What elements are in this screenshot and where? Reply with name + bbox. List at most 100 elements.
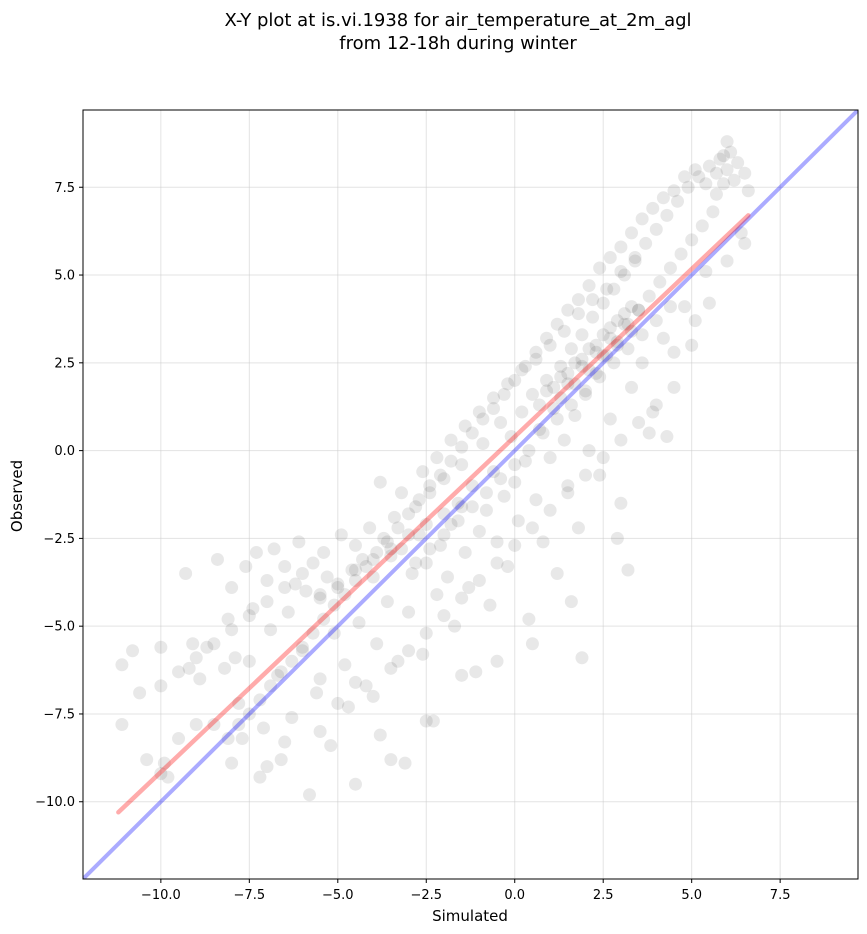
- data-point: [671, 194, 685, 208]
- data-point: [253, 770, 267, 784]
- data-point: [348, 675, 362, 689]
- data-point: [621, 563, 635, 577]
- data-point: [225, 623, 239, 637]
- x-tick-label: 7.5: [770, 888, 791, 903]
- data-point: [384, 753, 398, 767]
- data-point: [603, 250, 617, 264]
- data-point: [487, 465, 501, 479]
- grid-lines: [83, 110, 858, 879]
- data-point: [518, 454, 532, 468]
- data-point: [225, 581, 239, 595]
- data-point: [525, 387, 539, 401]
- data-point: [533, 423, 547, 437]
- data-point: [412, 493, 426, 507]
- data-point: [738, 236, 752, 250]
- data-point: [348, 538, 362, 552]
- data-point: [327, 598, 341, 612]
- scatter-points: [115, 135, 755, 802]
- data-point: [189, 651, 203, 665]
- data-point: [536, 535, 550, 549]
- data-point: [685, 233, 699, 247]
- data-point: [656, 191, 670, 205]
- data-point: [741, 184, 755, 198]
- x-tick-label: −7.5: [234, 888, 266, 903]
- data-point: [564, 342, 578, 356]
- data-point: [614, 433, 628, 447]
- data-point: [586, 310, 600, 324]
- reference-lines: [83, 110, 858, 879]
- data-point: [501, 559, 515, 573]
- data-point: [561, 486, 575, 500]
- data-point: [596, 349, 610, 363]
- data-point: [299, 584, 313, 598]
- data-point: [402, 528, 416, 542]
- data-point: [356, 552, 370, 566]
- data-point: [172, 732, 186, 746]
- data-point: [515, 363, 529, 377]
- data-point: [416, 465, 430, 479]
- data-point: [444, 433, 458, 447]
- data-point: [617, 317, 631, 331]
- data-point: [614, 265, 628, 279]
- data-point: [540, 384, 554, 398]
- data-point: [582, 279, 596, 293]
- data-point: [295, 640, 309, 654]
- data-point: [317, 545, 331, 559]
- data-point: [646, 201, 660, 215]
- data-point: [172, 665, 186, 679]
- data-point: [568, 356, 582, 370]
- data-point: [571, 307, 585, 321]
- data-point: [543, 338, 557, 352]
- data-point: [554, 359, 568, 373]
- data-point: [370, 637, 384, 651]
- data-point: [327, 626, 341, 640]
- data-point: [391, 521, 405, 535]
- data-point: [341, 700, 355, 714]
- data-point: [667, 345, 681, 359]
- data-point: [561, 303, 575, 317]
- data-point: [660, 430, 674, 444]
- data-point: [437, 472, 451, 486]
- data-point: [419, 556, 433, 570]
- data-point: [479, 486, 493, 500]
- data-point: [423, 542, 437, 556]
- data-point: [313, 591, 327, 605]
- data-point: [228, 651, 242, 665]
- data-point: [338, 588, 352, 602]
- data-point: [331, 577, 345, 591]
- data-point: [720, 135, 734, 149]
- data-point: [465, 479, 479, 493]
- chart-subtitle: from 12-18h during winter: [339, 33, 577, 54]
- data-point: [635, 328, 649, 342]
- data-point: [472, 574, 486, 588]
- y-tick-label: −5.0: [43, 620, 75, 635]
- data-point: [338, 658, 352, 672]
- data-point: [508, 373, 522, 387]
- data-point: [246, 602, 260, 616]
- data-point: [402, 644, 416, 658]
- data-point: [232, 717, 246, 731]
- data-point: [430, 451, 444, 465]
- data-point: [667, 184, 681, 198]
- data-point: [348, 777, 362, 791]
- data-point: [508, 458, 522, 472]
- data-point: [702, 159, 716, 173]
- data-point: [455, 440, 469, 454]
- data-point: [564, 398, 578, 412]
- data-point: [525, 521, 539, 535]
- data-point: [610, 531, 624, 545]
- data-point: [614, 496, 628, 510]
- data-point: [589, 366, 603, 380]
- plot-frame: [82, 109, 859, 880]
- data-point: [373, 728, 387, 742]
- data-point: [515, 405, 529, 419]
- data-point: [313, 588, 327, 602]
- data-point: [285, 654, 299, 668]
- data-point: [610, 338, 624, 352]
- data-point: [394, 542, 408, 556]
- data-point: [430, 588, 444, 602]
- data-point: [115, 717, 129, 731]
- data-point: [522, 444, 536, 458]
- data-point: [437, 528, 451, 542]
- data-point: [363, 521, 377, 535]
